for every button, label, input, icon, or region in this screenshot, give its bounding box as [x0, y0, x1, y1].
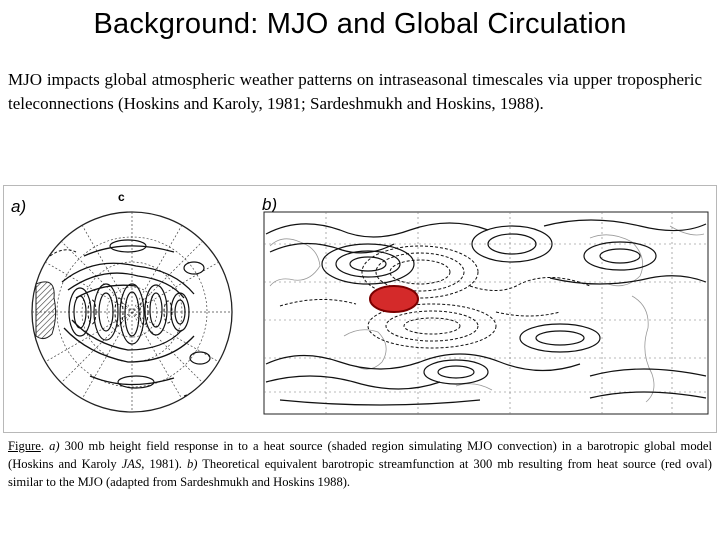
caption-part-a-text: 300 mb height field response in to a hea… [8, 439, 712, 471]
panel-a-label: a) [11, 197, 27, 216]
figure-caption: Figure. a) 300 mb height field response … [8, 437, 712, 491]
caption-part-a-journal: JAS [121, 457, 142, 471]
caption-period: . [40, 439, 45, 453]
body-paragraph: MJO impacts global atmospheric weather p… [8, 70, 702, 113]
panel-a-marker: c [118, 190, 125, 204]
panel-b-streamfunction-map [263, 211, 709, 415]
caption-part-a-year: , 1981). [141, 457, 187, 471]
caption-figure-word: Figure [8, 439, 41, 453]
heat-source-red-oval [369, 285, 419, 313]
slide-title: Background: MJO and Global Circulation [93, 8, 627, 40]
caption-part-b-label: b) [186, 457, 198, 471]
figure-panels: a) b) [3, 185, 717, 433]
caption-part-b-text: Theoretical equivalent barotropic stream… [8, 457, 712, 489]
panel-b-label: b) [262, 195, 278, 214]
caption-part-a-label: a) [49, 439, 60, 453]
panel-a-polar-map [31, 211, 233, 413]
